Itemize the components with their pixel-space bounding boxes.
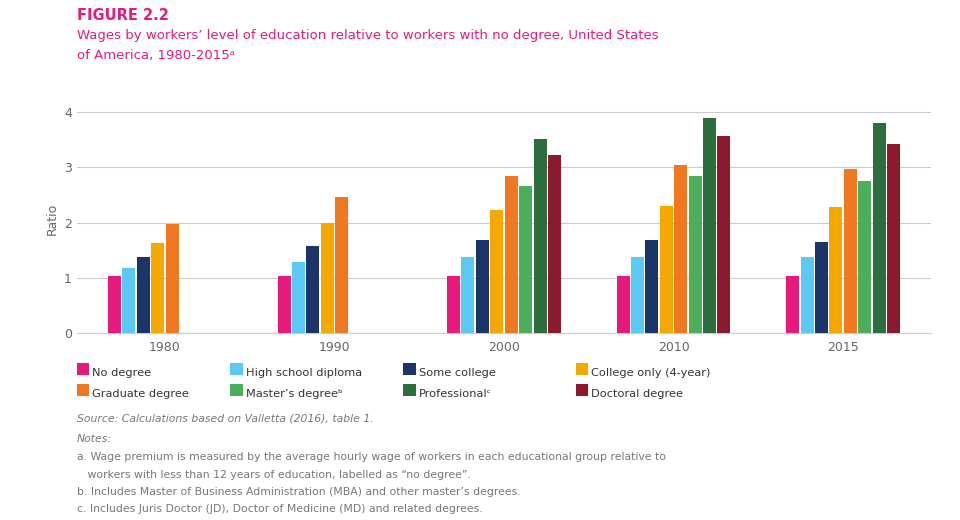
Bar <box>815 242 828 333</box>
Text: Master’s degreeᵇ: Master’s degreeᵇ <box>246 389 343 399</box>
Bar <box>462 257 474 333</box>
Bar <box>306 245 320 333</box>
Bar <box>858 181 871 333</box>
Text: FIGURE 2.2: FIGURE 2.2 <box>77 8 169 23</box>
Bar <box>277 276 291 333</box>
Bar <box>137 257 150 333</box>
Bar <box>631 257 644 333</box>
Text: Notes:: Notes: <box>77 434 111 444</box>
Bar <box>829 207 842 333</box>
Bar <box>534 139 546 333</box>
Text: Some college: Some college <box>419 368 495 378</box>
Bar <box>786 276 799 333</box>
Bar <box>645 240 659 333</box>
Bar <box>703 118 716 333</box>
Bar <box>292 262 305 333</box>
Bar <box>108 276 121 333</box>
Text: No degree: No degree <box>92 368 152 378</box>
Text: Doctoral degree: Doctoral degree <box>591 389 684 399</box>
Bar <box>166 224 179 333</box>
Bar <box>476 240 489 333</box>
Text: c. Includes Juris Doctor (JD), Doctor of Medicine (MD) and related degrees.: c. Includes Juris Doctor (JD), Doctor of… <box>77 504 483 514</box>
Bar <box>519 186 532 333</box>
Bar <box>123 268 135 333</box>
Y-axis label: Ratio: Ratio <box>45 202 59 235</box>
Bar <box>717 136 731 333</box>
Text: High school diploma: High school diploma <box>246 368 362 378</box>
Bar <box>660 206 673 333</box>
Bar <box>321 223 334 333</box>
Bar <box>505 176 517 333</box>
Bar <box>447 276 460 333</box>
Bar <box>491 210 503 333</box>
Text: b. Includes Master of Business Administration (MBA) and other master’s degrees.: b. Includes Master of Business Administr… <box>77 487 520 497</box>
Text: Graduate degree: Graduate degree <box>92 389 189 399</box>
Text: Source: Calculations based on Valletta (2016), table 1.: Source: Calculations based on Valletta (… <box>77 413 373 423</box>
Bar <box>335 197 348 333</box>
Bar <box>616 276 630 333</box>
Text: College only (4-year): College only (4-year) <box>591 368 710 378</box>
Bar <box>674 165 687 333</box>
Text: workers with less than 12 years of education, labelled as “no degree”.: workers with less than 12 years of educa… <box>77 470 470 479</box>
Bar <box>873 123 885 333</box>
Bar <box>152 243 164 333</box>
Text: a. Wage premium is measured by the average hourly wage of workers in each educat: a. Wage premium is measured by the avera… <box>77 452 666 462</box>
Bar <box>801 257 813 333</box>
Text: of America, 1980-2015ᵃ: of America, 1980-2015ᵃ <box>77 49 235 62</box>
Bar <box>887 144 900 333</box>
Text: Professionalᶜ: Professionalᶜ <box>419 389 492 399</box>
Bar <box>844 168 856 333</box>
Bar <box>688 176 702 333</box>
Bar <box>548 155 561 333</box>
Text: Wages by workers’ level of education relative to workers with no degree, United : Wages by workers’ level of education rel… <box>77 29 659 42</box>
